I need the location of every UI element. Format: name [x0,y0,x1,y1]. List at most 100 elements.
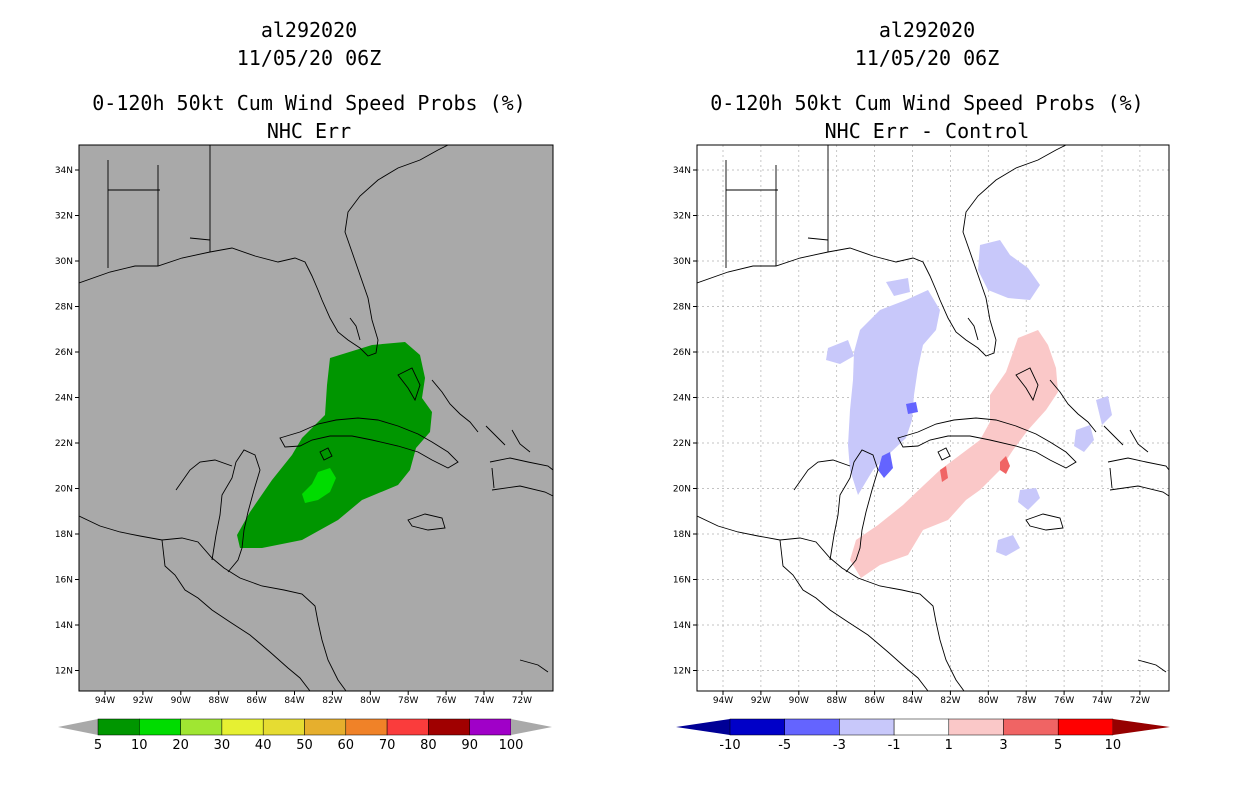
map-svg: 34N 32N 30N 28N 26N 24N 22N 20N 18N 16N 14N 12N 94W 9… [673,144,1170,753]
map-axes: 34N 32N 30N 28N 26N 24N 22N 20N 18N 16N 14N 12N 94W 9… [55,166,532,706]
lon-label: 92W [133,696,153,706]
probability-field [237,342,432,548]
colorbar-label: 50 [296,738,313,753]
colorbar-label: 90 [461,738,478,753]
lon-label: 84W [902,696,922,706]
colorbar-label: -5 [778,738,791,753]
lat-label: 28N [673,303,691,313]
lat-label: 28N [55,303,73,313]
lon-label: 72W [512,696,532,706]
lon-label: 76W [436,696,456,706]
colorbar-label: -1 [888,738,901,753]
lat-label: 24N [55,394,73,404]
colorbar-box [839,718,895,736]
colorbar-label: 40 [255,738,272,753]
colorbar-label: 60 [338,738,355,753]
colorbar-box [428,718,470,736]
colorbar-box [729,718,785,736]
colorbar-high-triangle [511,719,552,735]
lon-label: 88W [827,696,847,706]
lon-label: 74W [1092,696,1112,706]
lon-label: 90W [171,696,191,706]
lat-label: 18N [673,530,691,540]
lon-label: 84W [284,696,304,706]
colorbar-box [221,718,264,736]
lat-label: 16N [55,576,73,586]
prob-contour-10pct [302,468,336,503]
lon-label: 76W [1054,696,1074,706]
colorbar-label: -3 [833,738,846,753]
lat-label: 16N [673,576,691,586]
storm-id-title: al292020 [260,18,358,42]
lat-label: 20N [673,485,691,495]
lat-label: 30N [673,257,691,267]
colorbar-label: 100 [499,738,524,753]
diff-strong-negative-1 [878,452,893,478]
colorbar-box [180,718,223,736]
lon-label: 86W [864,696,884,706]
colorbar-box [386,718,429,736]
diff-strong-positive-1 [1000,456,1010,474]
lon-label: 88W [209,696,229,706]
diff-negative-area-8 [886,278,910,296]
colorbar-low-triangle [58,719,98,735]
lat-label: 32N [55,212,73,222]
lon-label: 74W [474,696,494,706]
right-map-panel: al292020 11/05/20 06Z 0-120h 50kt Cum Wi… [618,0,1236,800]
colorbar-box [1003,718,1059,736]
map-svg: 34N 32N 30N 28N 26N 24N 22N 20N 18N 16N 14N 12N 94W 9… [55,144,554,753]
lon-label: 90W [789,696,809,706]
colorbar-label: 70 [379,738,396,753]
map-frame [78,144,554,692]
colorbar-box [784,718,840,736]
colorbar-label: 10 [1105,738,1122,753]
datetime-title: 11/05/20 06Z [854,46,1000,70]
lat-label: 14N [55,621,73,631]
colorbar-box [262,718,305,736]
colorbar-label: 3 [999,738,1007,753]
diff-strong-positive-2 [940,466,948,482]
lat-label: 34N [55,166,73,176]
lon-label: 92W [751,696,771,706]
diff-strong-negative-2 [906,402,918,414]
diff-positive-area [850,330,1058,578]
diff-negative-area-1 [848,290,940,495]
diff-negative-area-3 [826,340,854,364]
colorbar: 5 10 20 30 40 50 60 70 80 90 100 [58,718,552,753]
lon-label: 80W [978,696,998,706]
lat-label: 24N [673,394,691,404]
coastlines [79,145,553,691]
lat-label: 26N [673,348,691,358]
map-frame [696,144,1170,692]
colorbar-label: 1 [945,738,953,753]
colorbar-box [469,718,512,736]
storm-id-title: al292020 [878,18,976,42]
colorbar-box [1057,718,1114,736]
colorbar-label: 5 [94,738,102,753]
diff-negative-area-2 [978,240,1040,300]
colorbar-box [893,718,950,736]
lat-label: 34N [673,166,691,176]
map-background [696,144,1170,692]
lat-label: 12N [673,667,691,677]
diff-negative-area-6 [1074,425,1094,452]
lat-label: 32N [673,212,691,222]
map-gridlines [697,145,1169,691]
lat-label: 22N [55,439,73,449]
lon-label: 86W [246,696,266,706]
colorbar-label: -10 [719,738,740,753]
colorbar-box [948,718,1004,736]
lon-label: 72W [1130,696,1150,706]
datetime-title: 11/05/20 06Z [236,46,382,70]
colorbar-box [139,718,181,736]
prob-contour-5pct [237,342,432,548]
lon-label: 80W [360,696,380,706]
colorbar-label: 30 [214,738,231,753]
colorbar-label: 20 [172,738,189,753]
product-title: 0-120h 50kt Cum Wind Speed Probs (%) [92,91,526,115]
subtitle: NHC Err - Control [824,119,1030,143]
lat-label: 18N [55,530,73,540]
coastlines [697,145,1169,691]
colorbar-low-triangle [676,719,730,735]
map-axes: 34N 32N 30N 28N 26N 24N 22N 20N 18N 16N 14N 12N 94W 9… [673,166,1150,706]
